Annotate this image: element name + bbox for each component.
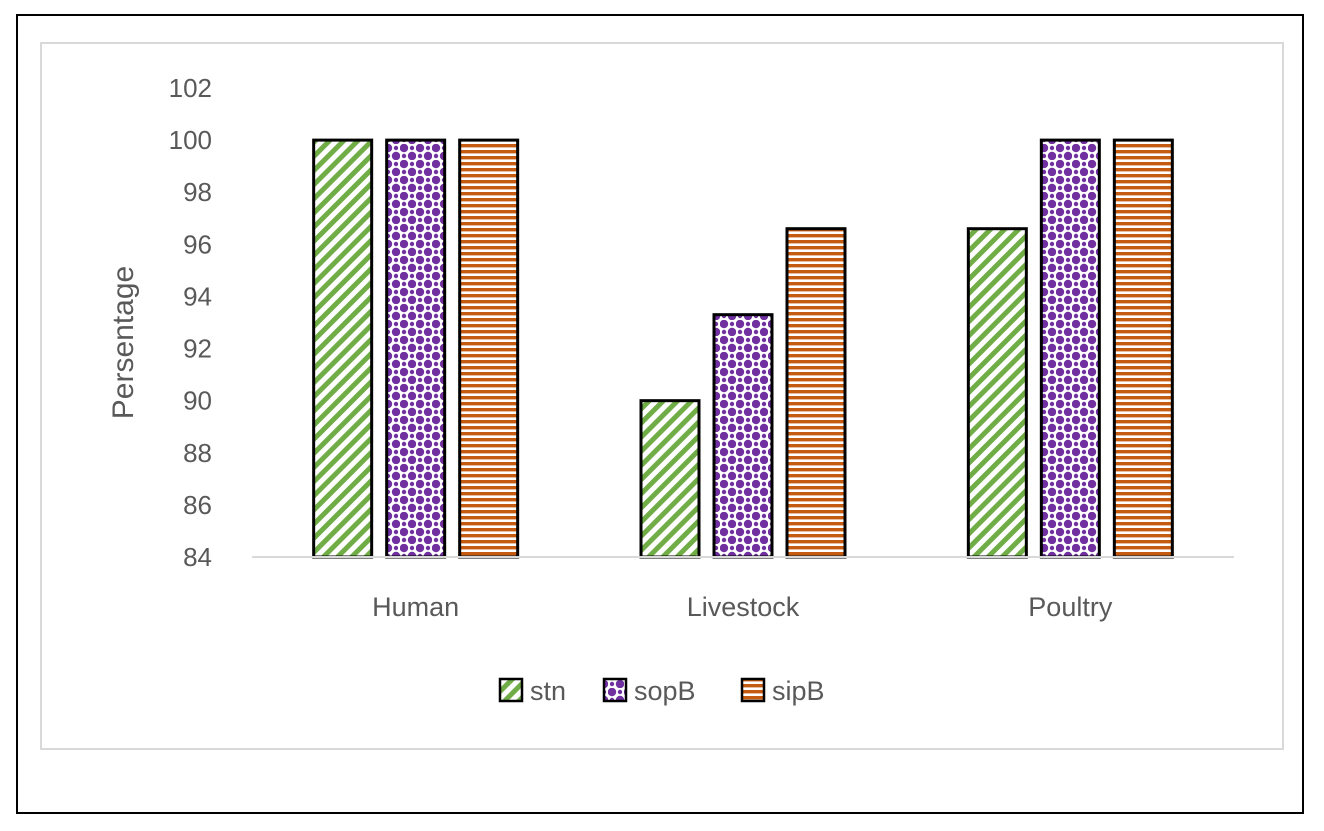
y-tick-label: 100 [169,125,212,155]
legend-item-sipB: sipB [740,676,825,706]
y-tick-label: 86 [183,490,212,520]
legend-swatch-sipB [740,677,766,703]
y-tick-label: 84 [183,542,212,572]
y-tick-label: 102 [169,73,212,103]
legend-label: sipB [772,676,825,706]
bar-stn-human [312,138,374,559]
legend-label: stn [530,676,566,706]
legend-swatch-sopB [602,677,628,703]
legend-item-stn: stn [498,676,566,706]
y-tick-label: 98 [183,177,212,207]
bar-stn-poultry [966,227,1028,559]
bar-sopB-human [385,138,447,559]
bar-stn-livestock [639,399,701,559]
y-tick-label: 96 [183,229,212,259]
y-tick-label: 94 [183,281,212,311]
x-tick-label: Livestock [687,592,800,622]
legend-item-sopB: sopB [602,676,696,706]
x-tick-label: Poultry [1028,592,1113,622]
legend-label: sopB [634,676,696,706]
y-tick-label: 90 [183,386,212,416]
legend-swatch-stn [498,677,524,703]
x-tick-label: Human [372,592,459,622]
bar-sipB-livestock [785,227,847,559]
y-tick-label: 88 [183,438,212,468]
y-axis-title: Persentage [107,266,140,419]
y-tick-label: 92 [183,334,212,364]
bar-sopB-poultry [1039,138,1101,559]
bar-sopB-livestock [712,313,774,559]
bar-sipB-human [458,138,520,559]
bar-sipB-poultry [1112,138,1174,559]
